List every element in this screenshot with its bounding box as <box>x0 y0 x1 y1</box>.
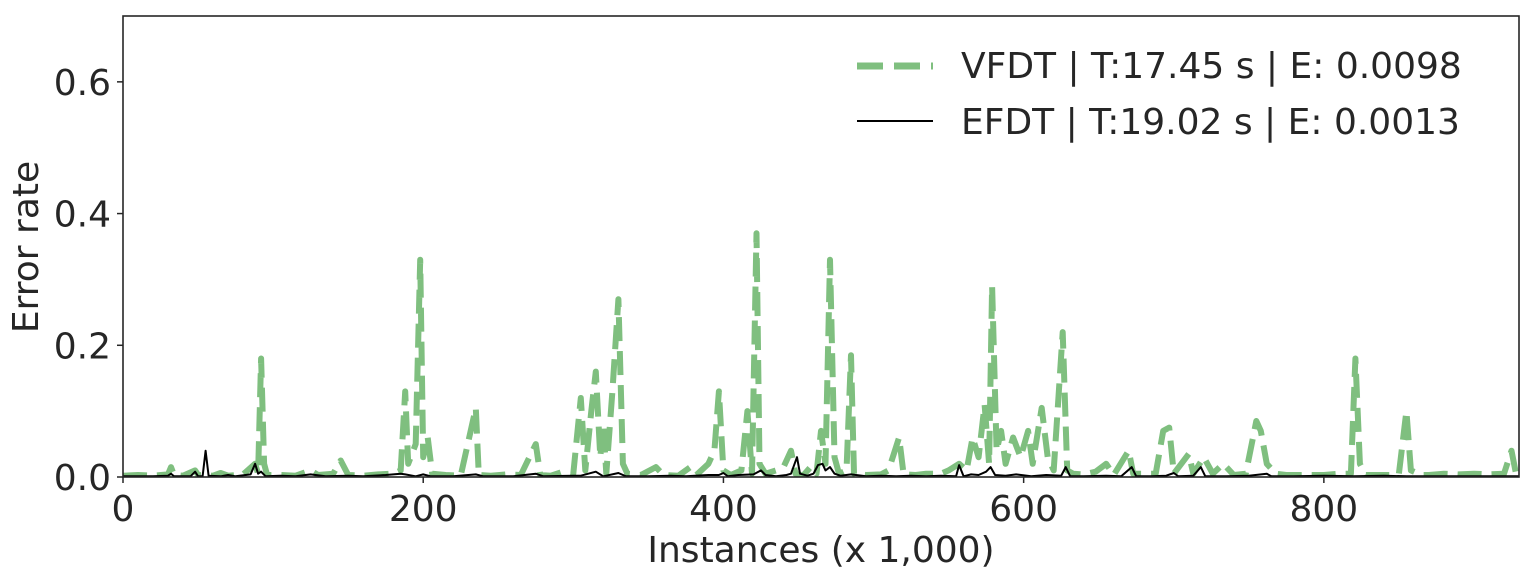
legend-label-vfdt: VFDT | T:17.45 s | E: 0.0098 <box>961 46 1462 87</box>
y-tick-label: 0.6 <box>54 63 111 104</box>
y-tick-label: 0.2 <box>54 326 111 367</box>
ticks-layer: 0 200 400 600 800 0.0 0.2 0.4 0.6 <box>54 63 1358 530</box>
x-tick-label: 800 <box>1290 489 1359 530</box>
plot-background <box>123 16 1519 477</box>
y-tick-label: 0.4 <box>54 195 111 236</box>
legend: VFDT | T:17.45 s | E: 0.0098 EFDT | T:19… <box>857 46 1462 143</box>
x-tick-label: 400 <box>689 489 758 530</box>
x-tick-label: 200 <box>389 489 458 530</box>
series-layer <box>123 230 1519 477</box>
x-tick-label: 600 <box>989 489 1058 530</box>
series-line-0 <box>123 230 1519 477</box>
y-tick-label: 0.0 <box>54 458 111 499</box>
plot-frame <box>122 15 1520 478</box>
x-axis-label: Instances (x 1,000) <box>647 530 994 571</box>
y-axis-label: Error rate <box>6 161 47 333</box>
series-line-1 <box>123 449 1519 477</box>
legend-label-efdt: EFDT | T:19.02 s | E: 0.0013 <box>961 102 1460 143</box>
x-tick-label: 0 <box>112 489 135 530</box>
